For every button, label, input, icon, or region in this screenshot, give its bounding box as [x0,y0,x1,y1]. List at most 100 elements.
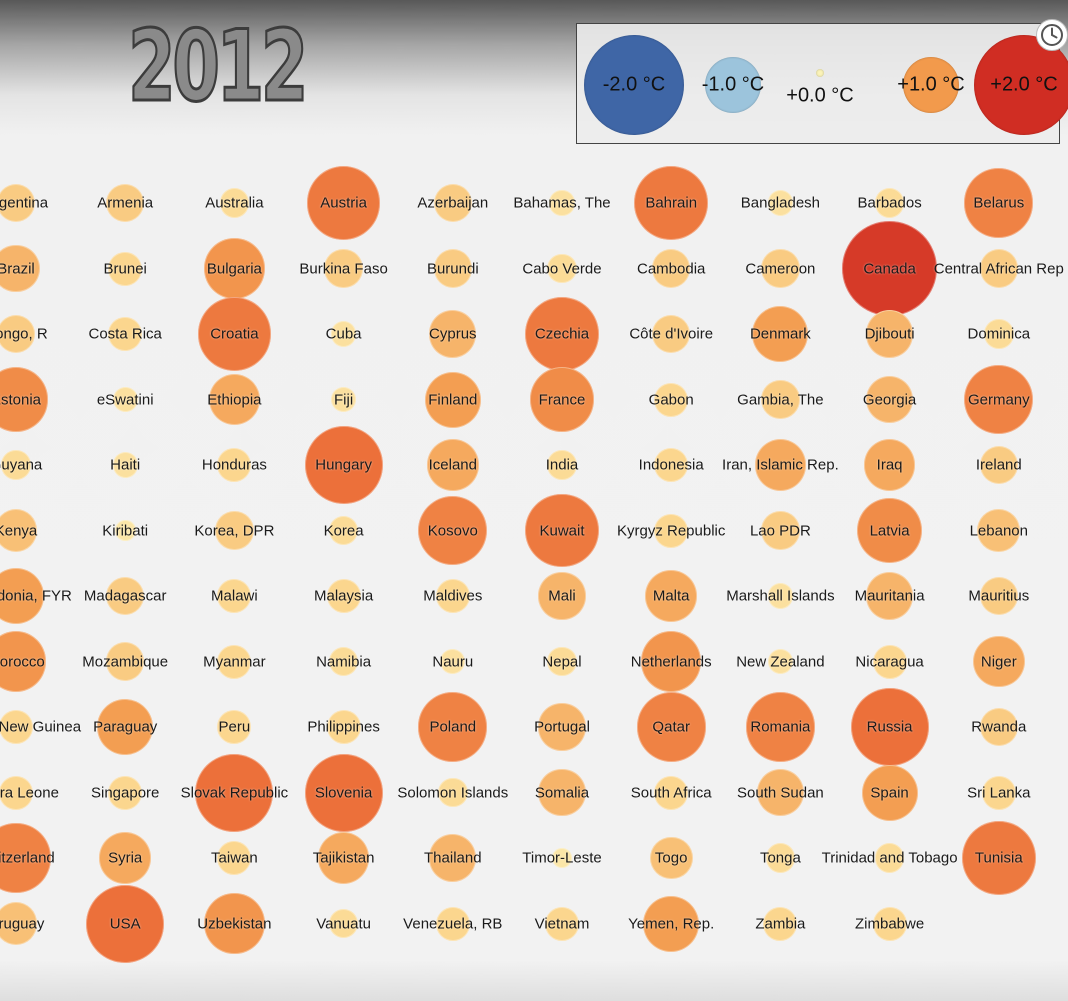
bubble-south-sudan[interactable] [756,768,804,817]
bubble-poland[interactable] [418,692,488,762]
bubble-guyana[interactable] [1,450,31,480]
bubble-solomon-islands[interactable] [438,777,468,808]
bubble-malawi[interactable] [217,579,252,613]
bubble-latvia[interactable] [857,498,922,563]
bubble-tonga[interactable] [765,843,796,873]
bubble-netherlands[interactable] [641,631,702,692]
bubble-papua-new-guinea[interactable] [0,710,33,744]
bubble-rwanda[interactable] [979,707,1018,747]
clock-icon[interactable] [1036,19,1068,51]
bubble-bulgaria[interactable] [204,238,265,299]
bubble-mauritania[interactable] [866,572,914,620]
bubble-gabon[interactable] [654,382,689,417]
bubble-burundi[interactable] [433,249,472,288]
bubble-cameroon[interactable] [761,249,800,288]
bubble-lao-pdr[interactable] [761,511,800,550]
bubble-syria[interactable] [99,832,151,884]
bubble-bahrain[interactable] [634,166,708,240]
bubble-mauritius[interactable] [979,576,1018,616]
bubble-malaysia[interactable] [326,579,361,613]
bubble-trinidad-and-tobago[interactable] [874,843,905,873]
bubble-somalia[interactable] [538,768,586,817]
bubble-bahamas-the[interactable] [549,190,575,216]
bubble-malta[interactable] [645,570,697,622]
bubble-honduras[interactable] [217,448,252,482]
bubble-croatia[interactable] [197,297,272,371]
bubble-paraguay[interactable] [97,699,154,755]
bubble-central-african-rep[interactable] [979,249,1018,288]
bubble-germany[interactable] [964,364,1034,435]
bubble-france[interactable] [529,367,595,432]
bubble-canada[interactable] [841,220,938,317]
bubble-denmark[interactable] [752,306,809,362]
bubble-maldives[interactable] [435,579,470,613]
bubble-costa-rica[interactable] [108,317,143,351]
bubble-brazil[interactable] [0,244,40,293]
bubble-c-te-d-ivoire[interactable] [652,314,691,354]
bubble-djibouti[interactable] [866,310,914,358]
bubble-belarus[interactable] [964,168,1034,238]
bubble-cuba[interactable] [331,321,357,347]
bubble-uruguay[interactable] [0,902,38,945]
bubble-spain[interactable] [861,764,918,821]
bubble-dominica[interactable] [984,319,1014,349]
bubble-slovak-republic[interactable] [195,753,274,832]
bubble-venezuela-rb[interactable] [435,906,470,941]
bubble-macedonia-fyr[interactable] [0,568,44,624]
bubble-niger[interactable] [973,635,1025,688]
bubble-iraq[interactable] [863,439,916,491]
bubble-georgia[interactable] [866,375,914,424]
bubble-kuwait[interactable] [525,493,599,568]
bubble-austria[interactable] [306,166,381,240]
bubble-indonesia[interactable] [654,448,689,482]
bubble-ireland[interactable] [979,445,1018,485]
bubble-azerbaijan[interactable] [433,183,472,223]
bubble-tajikistan[interactable] [317,832,370,884]
bubble-qatar[interactable] [636,692,706,762]
bubble-romania[interactable] [745,692,815,762]
bubble-madagascar[interactable] [106,576,145,616]
bubble-burkina-faso[interactable] [324,249,363,288]
bubble-bangladesh[interactable] [767,190,793,216]
bubble-kyrgyz-republic[interactable] [654,513,689,548]
bubble-congo-r[interactable] [0,314,36,354]
bubble-portugal[interactable] [538,703,586,751]
bubble-philippines[interactable] [326,710,361,744]
bubble-new-zealand[interactable] [767,648,793,675]
bubble-thailand[interactable] [429,834,477,882]
bubble-iceland[interactable] [427,439,479,491]
bubble-fiji[interactable] [331,386,357,413]
bubble-australia[interactable] [219,188,250,218]
bubble-togo[interactable] [649,836,693,880]
bubble-nicaragua[interactable] [872,644,907,679]
bubble-namibia[interactable] [328,646,359,677]
bubble-nepal[interactable] [547,646,577,677]
bubble-brunei[interactable] [108,251,143,286]
bubble-usa[interactable] [86,884,165,963]
bubble-morocco[interactable] [0,631,47,692]
bubble-slovenia[interactable] [304,753,383,832]
bubble-czechia[interactable] [525,297,599,371]
bubble-sierra-leone[interactable] [0,775,33,810]
bubble-armenia[interactable] [106,183,145,223]
bubble-kenya[interactable] [0,509,38,552]
bubble-barbados[interactable] [874,188,905,218]
bubble-switzerland[interactable] [0,823,51,893]
bubble-marshall-islands[interactable] [767,583,793,609]
bubble-iran-islamic-rep[interactable] [754,439,807,491]
bubble-uzbekistan[interactable] [204,893,265,954]
bubble-lebanon[interactable] [977,509,1021,552]
bubble-cambodia[interactable] [652,249,691,288]
bubble-eswatini[interactable] [112,386,138,413]
bubble-sri-lanka[interactable] [981,775,1016,810]
bubble-ethiopia[interactable] [208,373,261,426]
bubble-singapore[interactable] [108,775,143,810]
bubble-finland[interactable] [424,371,481,428]
bubble-vietnam[interactable] [545,906,579,941]
bubble-cabo-verde[interactable] [547,253,577,284]
bubble-korea-dpr[interactable] [215,511,254,550]
bubble-zambia[interactable] [763,906,798,941]
bubble-mozambique[interactable] [106,642,145,681]
bubble-india[interactable] [547,450,577,480]
bubble-haiti[interactable] [112,452,138,478]
